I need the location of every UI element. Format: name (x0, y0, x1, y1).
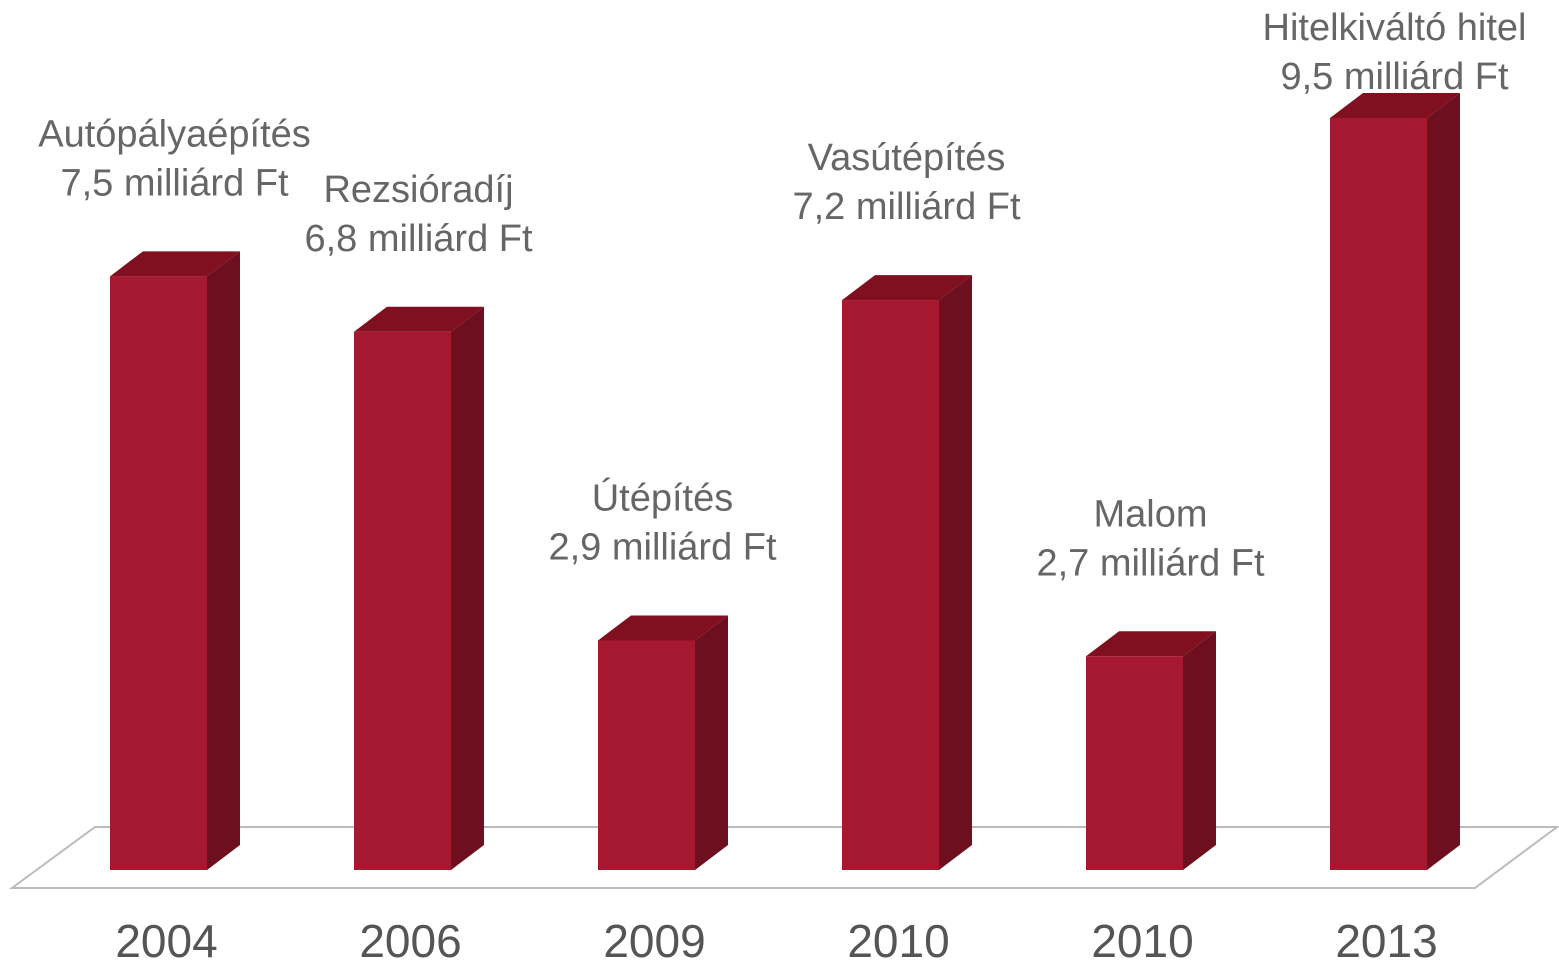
project-label: Autópályaépítés (38, 113, 311, 155)
project-label: Vasútépítés (808, 137, 1006, 179)
bar-top (1086, 631, 1216, 657)
project-label: Hitelkiváltó hitel (1263, 7, 1527, 49)
bar-side (939, 275, 972, 870)
bar (354, 306, 484, 870)
x-tick-label: 2010 (847, 915, 949, 967)
floor (8, 826, 1559, 889)
bar-top (842, 275, 972, 301)
bar-side (1183, 631, 1216, 870)
bar-side (1427, 93, 1460, 870)
value-label: 7,2 milliárd Ft (792, 186, 1020, 228)
project-label: Malom (1093, 493, 1207, 535)
value-label: 7,5 milliárd Ft (60, 162, 288, 204)
x-tick-label: 2004 (115, 915, 217, 967)
bar-top (354, 306, 484, 332)
bar (598, 615, 728, 870)
bar-side (451, 306, 484, 870)
bar (110, 251, 240, 870)
bar-top (110, 251, 240, 277)
value-label: 2,9 milliárd Ft (548, 526, 776, 568)
x-tick-label: 2006 (359, 915, 461, 967)
bar (842, 275, 972, 870)
bar-front (1330, 118, 1427, 870)
bar-top (598, 615, 728, 641)
project-label: Útépítés (592, 476, 734, 519)
x-tick-label: 2009 (603, 915, 705, 967)
value-label: 9,5 milliárd Ft (1280, 56, 1508, 98)
bar (1086, 631, 1216, 870)
bar-front (110, 276, 207, 870)
bar-front (1086, 656, 1183, 870)
bar-front (598, 640, 695, 870)
bar-side (695, 615, 728, 870)
value-label: 6,8 milliárd Ft (304, 218, 532, 260)
project-label: Rezsióradíj (323, 169, 513, 211)
bar (1330, 93, 1460, 870)
x-tick-label: 2010 (1091, 915, 1193, 967)
x-tick-label: 2013 (1335, 915, 1437, 967)
bar-front (354, 331, 451, 870)
bar-side (207, 251, 240, 870)
value-label: 2,7 milliárd Ft (1036, 542, 1264, 584)
bar-front (842, 300, 939, 870)
bar-top (1330, 93, 1460, 118)
